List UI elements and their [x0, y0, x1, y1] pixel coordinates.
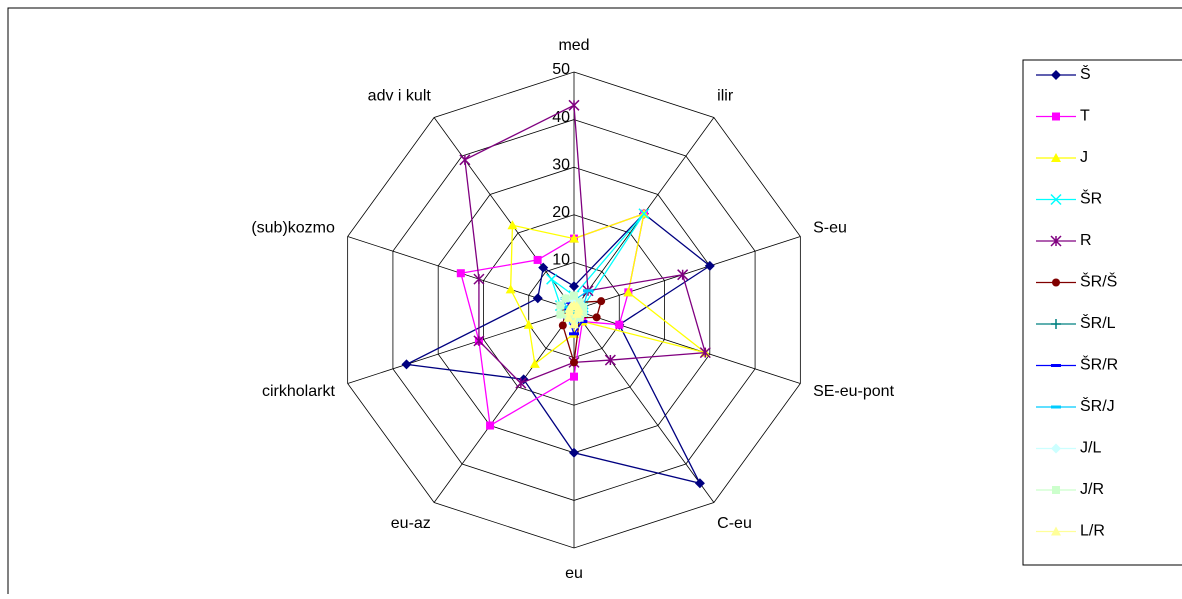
category-label: C-eu	[717, 515, 752, 532]
marker	[604, 354, 616, 366]
marker	[569, 233, 579, 243]
legend-label: L/R	[1080, 523, 1105, 540]
marker	[459, 154, 471, 166]
marker	[568, 99, 580, 111]
y-tick-label: 40	[552, 109, 570, 126]
category-label: eu-az	[391, 515, 431, 532]
marker	[556, 310, 565, 319]
marker	[563, 312, 574, 322]
legend-label: ŠR/J	[1080, 396, 1115, 415]
marker	[456, 269, 465, 278]
category-label: adv i kult	[368, 88, 432, 105]
marker	[473, 273, 485, 285]
marker	[523, 319, 534, 329]
marker	[1051, 70, 1061, 80]
marker	[569, 447, 579, 458]
series-line	[464, 104, 707, 384]
marker	[558, 321, 567, 330]
legend-box	[1022, 59, 1182, 566]
marker	[561, 294, 570, 303]
category-label: SE-eu-pont	[813, 383, 894, 400]
marker	[623, 287, 634, 297]
marker	[1051, 319, 1061, 329]
legend-label: ŠR/L	[1080, 313, 1116, 332]
legend-label: J/L	[1080, 440, 1101, 457]
y-tick-label: 50	[552, 61, 570, 78]
marker	[1050, 235, 1062, 247]
marker	[566, 301, 577, 311]
marker	[569, 332, 579, 336]
marker	[699, 347, 711, 359]
marker	[615, 320, 624, 329]
category-label: eu	[565, 565, 583, 582]
spoke	[433, 309, 575, 503]
marker	[571, 308, 582, 318]
legend-label: J/R	[1080, 481, 1104, 498]
marker	[1052, 486, 1060, 494]
marker	[533, 255, 542, 264]
marker	[507, 220, 518, 230]
marker	[582, 289, 593, 293]
marker	[677, 269, 689, 281]
legend-label: J	[1080, 149, 1088, 166]
marker	[529, 358, 540, 368]
marker	[597, 297, 606, 306]
marker	[546, 273, 558, 285]
marker	[1051, 405, 1061, 409]
marker	[505, 284, 516, 294]
legend-label: ŠR/Š	[1080, 272, 1117, 291]
category-label: S-eu	[813, 220, 847, 237]
marker	[486, 421, 495, 430]
spoke	[573, 309, 801, 384]
y-tick-label: 10	[552, 252, 570, 269]
marker	[1052, 278, 1060, 287]
marker	[1051, 443, 1061, 454]
marker	[559, 305, 570, 309]
marker	[569, 281, 579, 292]
spoke	[573, 236, 801, 311]
y-tick-label: 30	[552, 156, 570, 173]
marker	[579, 303, 588, 312]
marker	[1050, 193, 1062, 206]
marker	[569, 319, 579, 329]
marker	[704, 260, 715, 271]
category-label: med	[558, 37, 589, 54]
marker	[570, 291, 578, 300]
category-label: cirkholarkt	[262, 383, 335, 400]
marker	[575, 298, 584, 307]
y-tick-label: 20	[552, 204, 570, 221]
marker	[592, 313, 601, 322]
legend-label: Š	[1080, 64, 1091, 83]
marker	[473, 335, 485, 347]
marker	[570, 358, 578, 367]
legend-label: ŠR	[1080, 189, 1102, 208]
marker	[556, 301, 565, 310]
marker	[1052, 112, 1060, 121]
marker	[638, 208, 650, 220]
marker	[515, 377, 527, 389]
marker	[570, 372, 578, 381]
legend-label: ŠR/R	[1080, 355, 1118, 374]
category-label: (sub)kozmo	[251, 220, 335, 237]
spoke	[347, 309, 575, 384]
marker	[694, 478, 705, 489]
marker	[1051, 153, 1061, 162]
marker	[1051, 364, 1061, 367]
marker	[532, 293, 543, 304]
spoke	[573, 309, 715, 503]
marker	[401, 359, 412, 370]
legend-label: T	[1080, 108, 1090, 125]
marker	[538, 262, 549, 273]
marker	[579, 308, 588, 317]
marker	[1051, 526, 1061, 536]
category-label: ilir	[717, 88, 734, 105]
legend-label: R	[1080, 232, 1092, 249]
